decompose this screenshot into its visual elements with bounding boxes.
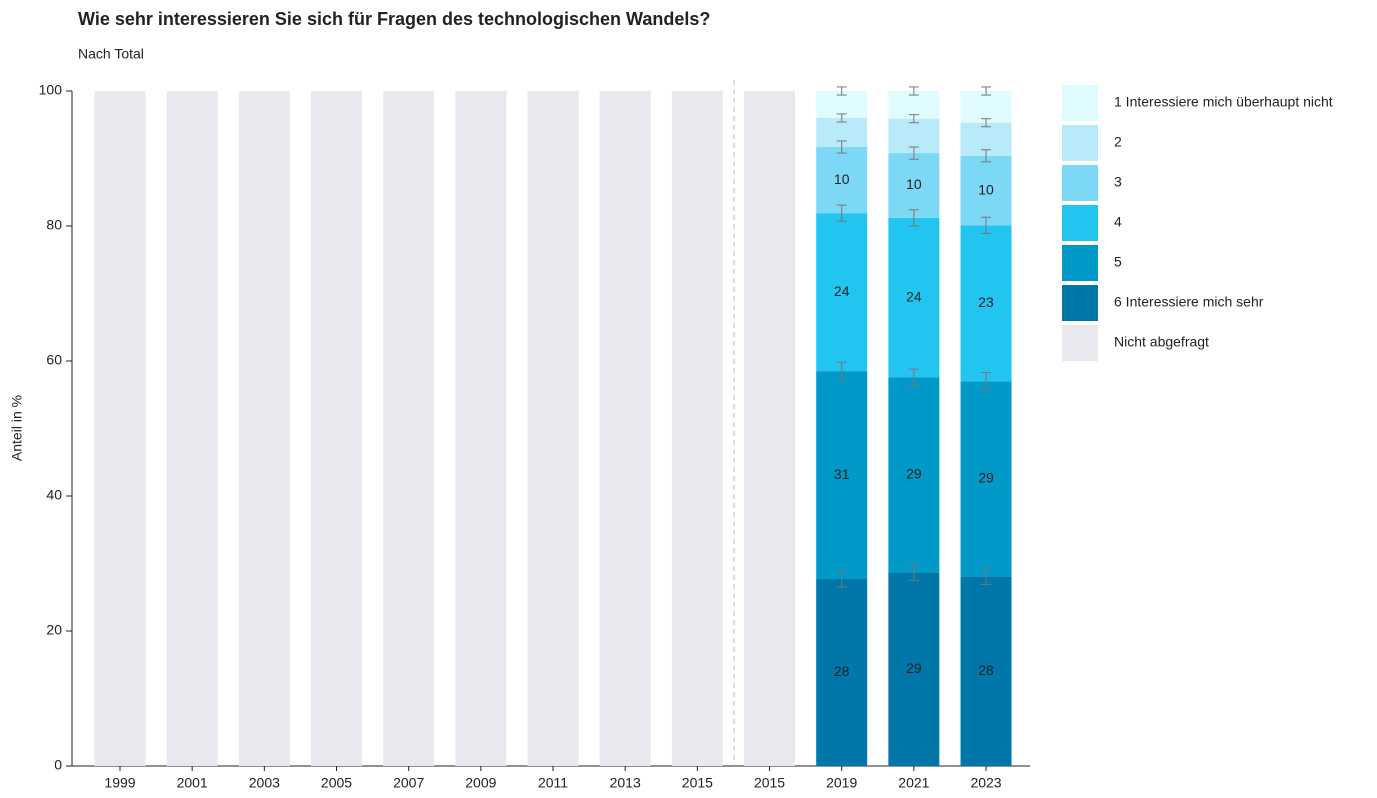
y-tick-label: 80 [46,217,62,233]
error-bar [981,567,992,585]
legend-label: 5 [1114,254,1122,270]
legend-swatch [1062,285,1098,321]
bar-segment [888,91,940,119]
y-axis-label: Anteil in % [9,395,25,461]
data-label: 10 [906,176,922,192]
error-bar [908,86,919,96]
bar-segment [94,91,146,766]
error-bar [836,140,847,154]
bar-segment [816,371,868,580]
error-bar [908,368,919,386]
data-label: 29 [906,465,922,481]
bar-segment [816,579,868,766]
bar-segment [599,91,651,766]
error-bar [981,216,992,234]
data-label: 10 [978,181,994,197]
bar-segment [960,155,1012,226]
bar-segment [960,381,1012,577]
x-tick-label: 2007 [393,775,424,791]
y-tick-label: 20 [46,622,62,638]
legend-label: 6 Interessiere mich sehr [1114,294,1264,310]
legend-swatch [1062,325,1098,361]
legend-label: 2 [1114,134,1122,150]
data-label: 28 [978,662,994,678]
data-label: 10 [834,171,850,187]
bar-segment [960,225,1012,382]
error-bar [836,361,847,381]
bar-segment [888,153,940,218]
legend-swatch [1062,85,1098,121]
y-tick-label: 100 [39,82,63,98]
legend-label: Nicht abgefragt [1114,334,1209,350]
error-bar [981,118,992,128]
x-tick-label: 2009 [465,775,496,791]
x-tick-label: 2001 [177,775,208,791]
bar-segment [960,91,1012,123]
x-tick-label: 2023 [970,775,1001,791]
bar-segment [816,213,868,372]
data-label: 24 [834,283,850,299]
data-label: 31 [834,466,850,482]
data-label: 23 [978,294,994,310]
x-tick-label: 2005 [321,775,352,791]
x-tick-label: 1999 [104,775,135,791]
error-bar [836,204,847,222]
legend-swatch [1062,125,1098,161]
legend-label: 1 Interessiere mich überhaupt nicht [1114,94,1333,110]
bar-segment [671,91,723,766]
data-label: 24 [906,288,922,304]
error-bar [981,371,992,391]
bar-segment [166,91,218,766]
bar-segment [960,576,1012,766]
bar-segment [888,572,940,766]
x-tick-label: 2015 [682,775,713,791]
error-bar [908,146,919,160]
bar-segment [888,377,940,573]
error-bar [981,149,992,163]
error-bar [836,570,847,588]
bar-segment [238,91,290,766]
error-bar [908,114,919,124]
legend-label: 3 [1114,174,1122,190]
y-tick-label: 0 [54,757,62,773]
x-tick-label: 2003 [249,775,280,791]
error-bar [836,86,847,96]
error-bar [981,86,992,96]
y-tick-label: 40 [46,487,62,503]
x-tick-label: 2019 [826,775,857,791]
legend-swatch [1062,245,1098,281]
bar-segment [455,91,507,766]
chart-title: Wie sehr interessieren Sie sich für Frag… [78,9,710,29]
legend-swatch [1062,205,1098,241]
error-bar [836,113,847,123]
data-label: 29 [906,660,922,676]
x-tick-label: 2021 [898,775,929,791]
error-bar [908,209,919,227]
bar-segment [744,91,796,766]
x-tick-label: 2013 [610,775,641,791]
data-label: 29 [978,469,994,485]
x-tick-label: 2015 [754,775,785,791]
bar-segment [311,91,363,766]
chart-subtitle: Nach Total [78,46,144,62]
data-label: 28 [834,663,850,679]
error-bar [908,563,919,581]
y-tick-label: 60 [46,352,62,368]
bar-segment [888,217,940,378]
bar-segment [527,91,579,766]
x-tick-label: 2011 [538,775,568,791]
legend-swatch [1062,165,1098,201]
legend-label: 4 [1114,214,1122,230]
bar-segment [383,91,435,766]
bar-segment [816,147,868,214]
